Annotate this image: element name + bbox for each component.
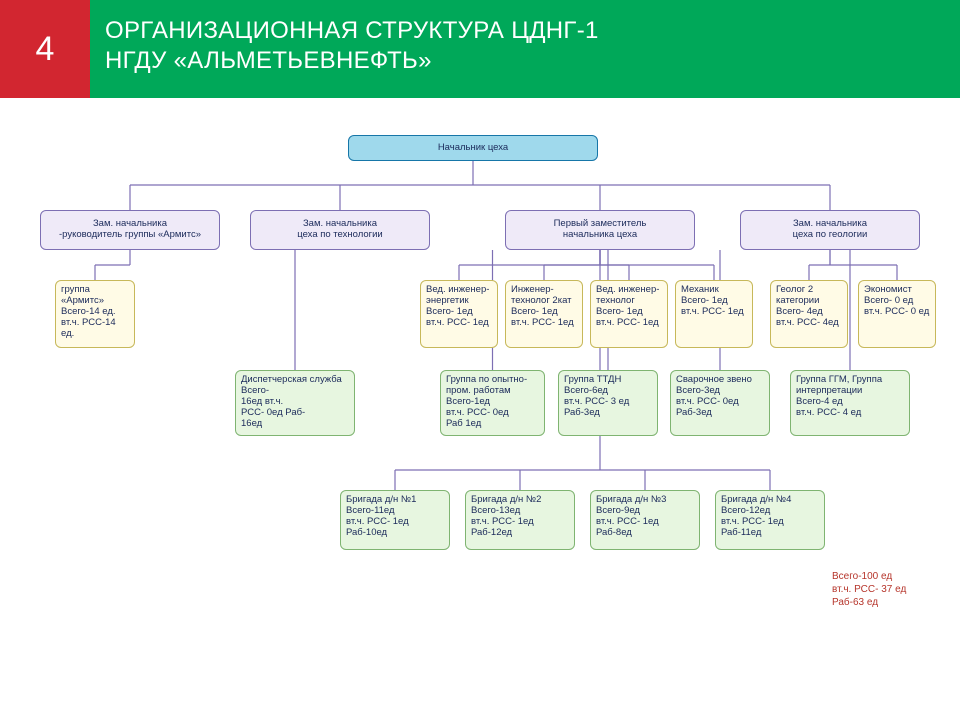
yellow-node-3: Вед. инженер-технологВсего- 1едвт.ч. РСС… xyxy=(590,280,668,348)
deputy-node-3: Зам. начальникацеха по геологии xyxy=(740,210,920,250)
yellow-node-5: Геолог 2 категорииВсего- 4едвт.ч. РСС- 4… xyxy=(770,280,848,348)
yellow-node-4: МеханикВсего- 1едвт.ч. РСС- 1ед xyxy=(675,280,753,348)
yellow-node-6: ЭкономистВсего- 0 едвт.ч. РСС- 0 ед xyxy=(858,280,936,348)
root-node: Начальник цеха xyxy=(348,135,598,161)
yellow-node-2: Инженер-технолог 2катВсего- 1едвт.ч. РСС… xyxy=(505,280,583,348)
deputy-node-2: Первый заместительначальника цеха xyxy=(505,210,695,250)
totals-summary: Всего-100 едвт.ч. РСС- 37 едРаб-63 ед xyxy=(832,570,906,609)
brigade-node-3: Бригада д/н №4Всего-12едвт.ч. РСС- 1едРа… xyxy=(715,490,825,550)
green-node-1: Группа по опытно-пром. работамВсего-1едв… xyxy=(440,370,545,436)
yellow-node-0: группа «Армитс»Всего-14 ед.вт.ч. РСС-14 … xyxy=(55,280,135,348)
brigade-node-1: Бригада д/н №2Всего-13едвт.ч. РСС- 1едРа… xyxy=(465,490,575,550)
green-node-2: Группа ТТДНВсего-6едвт.ч. РСС- 3 едРаб-3… xyxy=(558,370,658,436)
green-node-4: Группа ГГМ, Группа интерпретацииВсего-4 … xyxy=(790,370,910,436)
yellow-node-1: Вед. инженер-энергетикВсего- 1едвт.ч. РС… xyxy=(420,280,498,348)
brigade-node-0: Бригада д/н №1Всего-11едвт.ч. РСС- 1едРа… xyxy=(340,490,450,550)
deputy-node-0: Зам. начальника-руководитель группы «Арм… xyxy=(40,210,220,250)
green-node-0: Диспетчерская служба Всего-16ед вт.ч.РСС… xyxy=(235,370,355,436)
orgchart-edges xyxy=(0,0,960,720)
deputy-node-1: Зам. начальникацеха по технологии xyxy=(250,210,430,250)
brigade-node-2: Бригада д/н №3Всего-9едвт.ч. РСС- 1едРаб… xyxy=(590,490,700,550)
green-node-3: Сварочное звеноВсего-3едвт.ч. РСС- 0едРа… xyxy=(670,370,770,436)
